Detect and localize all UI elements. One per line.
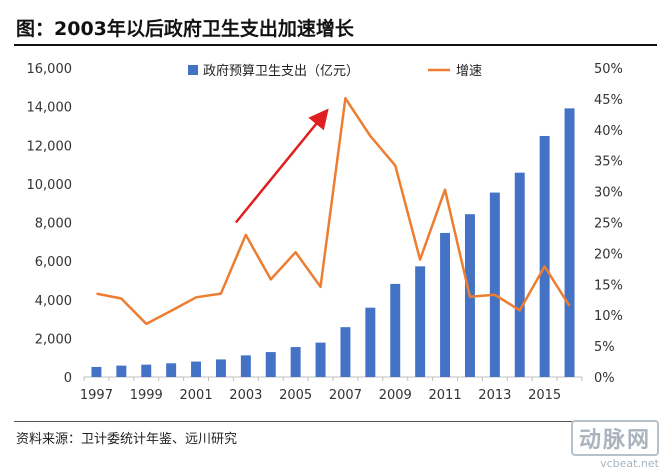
- legend-bar-label: 政府预算卫生支出（亿元）: [203, 64, 359, 79]
- x-tick-label: 2007: [329, 388, 362, 403]
- y-left-tick-label: 10,000: [27, 178, 73, 193]
- bar-2009: [390, 284, 400, 377]
- bar-2014: [515, 173, 525, 377]
- y-right-tick-label: 0%: [594, 371, 615, 386]
- y-left-tick-label: 2,000: [35, 332, 72, 347]
- y-right-tick-label: 45%: [594, 93, 623, 108]
- y-left-tick-label: 14,000: [27, 101, 73, 116]
- y-right-tick-label: 50%: [594, 62, 623, 77]
- bar-2013: [490, 193, 500, 377]
- trend-annotation: [236, 112, 326, 222]
- bar-2016: [565, 108, 575, 377]
- footer-rule: [14, 421, 657, 422]
- bar-2010: [415, 266, 425, 377]
- bar-2007: [340, 327, 350, 377]
- x-tick-label: 2005: [279, 388, 312, 403]
- y-left-tick-label: 16,000: [27, 62, 73, 77]
- bar-2001: [191, 362, 201, 377]
- bar-2015: [540, 136, 550, 377]
- y-right-tick-label: 5%: [594, 340, 615, 355]
- y-left-tick-label: 8,000: [35, 217, 72, 232]
- y-left-tick-label: 6,000: [35, 255, 72, 270]
- y-left-tick-label: 0: [64, 371, 72, 386]
- x-tick-label: 1999: [130, 388, 163, 403]
- bar-2000: [166, 363, 176, 377]
- bar-2005: [291, 347, 301, 377]
- trend-arrow: [236, 112, 326, 222]
- source-note: 资料来源：卫计委统计年鉴、远川研究: [16, 428, 237, 447]
- bar-series: [91, 108, 574, 377]
- chart-legend: 政府预算卫生支出（亿元） 增速: [188, 64, 482, 79]
- y-right-tick-label: 35%: [594, 155, 623, 170]
- chart-axes: [84, 377, 582, 381]
- x-tick-label: 2009: [379, 388, 412, 403]
- x-tick-label: 2003: [229, 388, 262, 403]
- legend-line-label: 增速: [456, 64, 482, 79]
- y-right-tick-label: 20%: [594, 247, 623, 262]
- bar-2008: [365, 308, 375, 377]
- y-right-tick-label: 15%: [594, 278, 623, 293]
- bar-2002: [216, 359, 226, 377]
- y-right-tick-label: 25%: [594, 217, 623, 232]
- x-tick-label: 1997: [80, 388, 113, 403]
- legend-bar-swatch: [188, 65, 198, 75]
- x-tick-label: 2015: [528, 388, 561, 403]
- watermark-logo: 动脉网: [571, 420, 659, 456]
- x-tick-label: 2013: [478, 388, 511, 403]
- y-left-tick-label: 12,000: [27, 139, 73, 154]
- bar-1999: [141, 365, 151, 377]
- bar-1997: [91, 367, 101, 377]
- bar-2011: [440, 233, 450, 377]
- bar-1998: [116, 366, 126, 377]
- y-right-tick-label: 30%: [594, 186, 623, 201]
- bar-2006: [316, 343, 326, 377]
- y-left-tick-label: 4,000: [35, 294, 72, 309]
- bar-2004: [266, 352, 276, 377]
- bar-2003: [241, 355, 251, 377]
- x-tick-label: 2001: [180, 388, 213, 403]
- x-tick-label: 2011: [429, 388, 462, 403]
- y-right-tick-label: 10%: [594, 309, 623, 324]
- y-right-tick-label: 40%: [594, 124, 623, 139]
- watermark: 动脉网 vcbeat.net: [571, 420, 659, 470]
